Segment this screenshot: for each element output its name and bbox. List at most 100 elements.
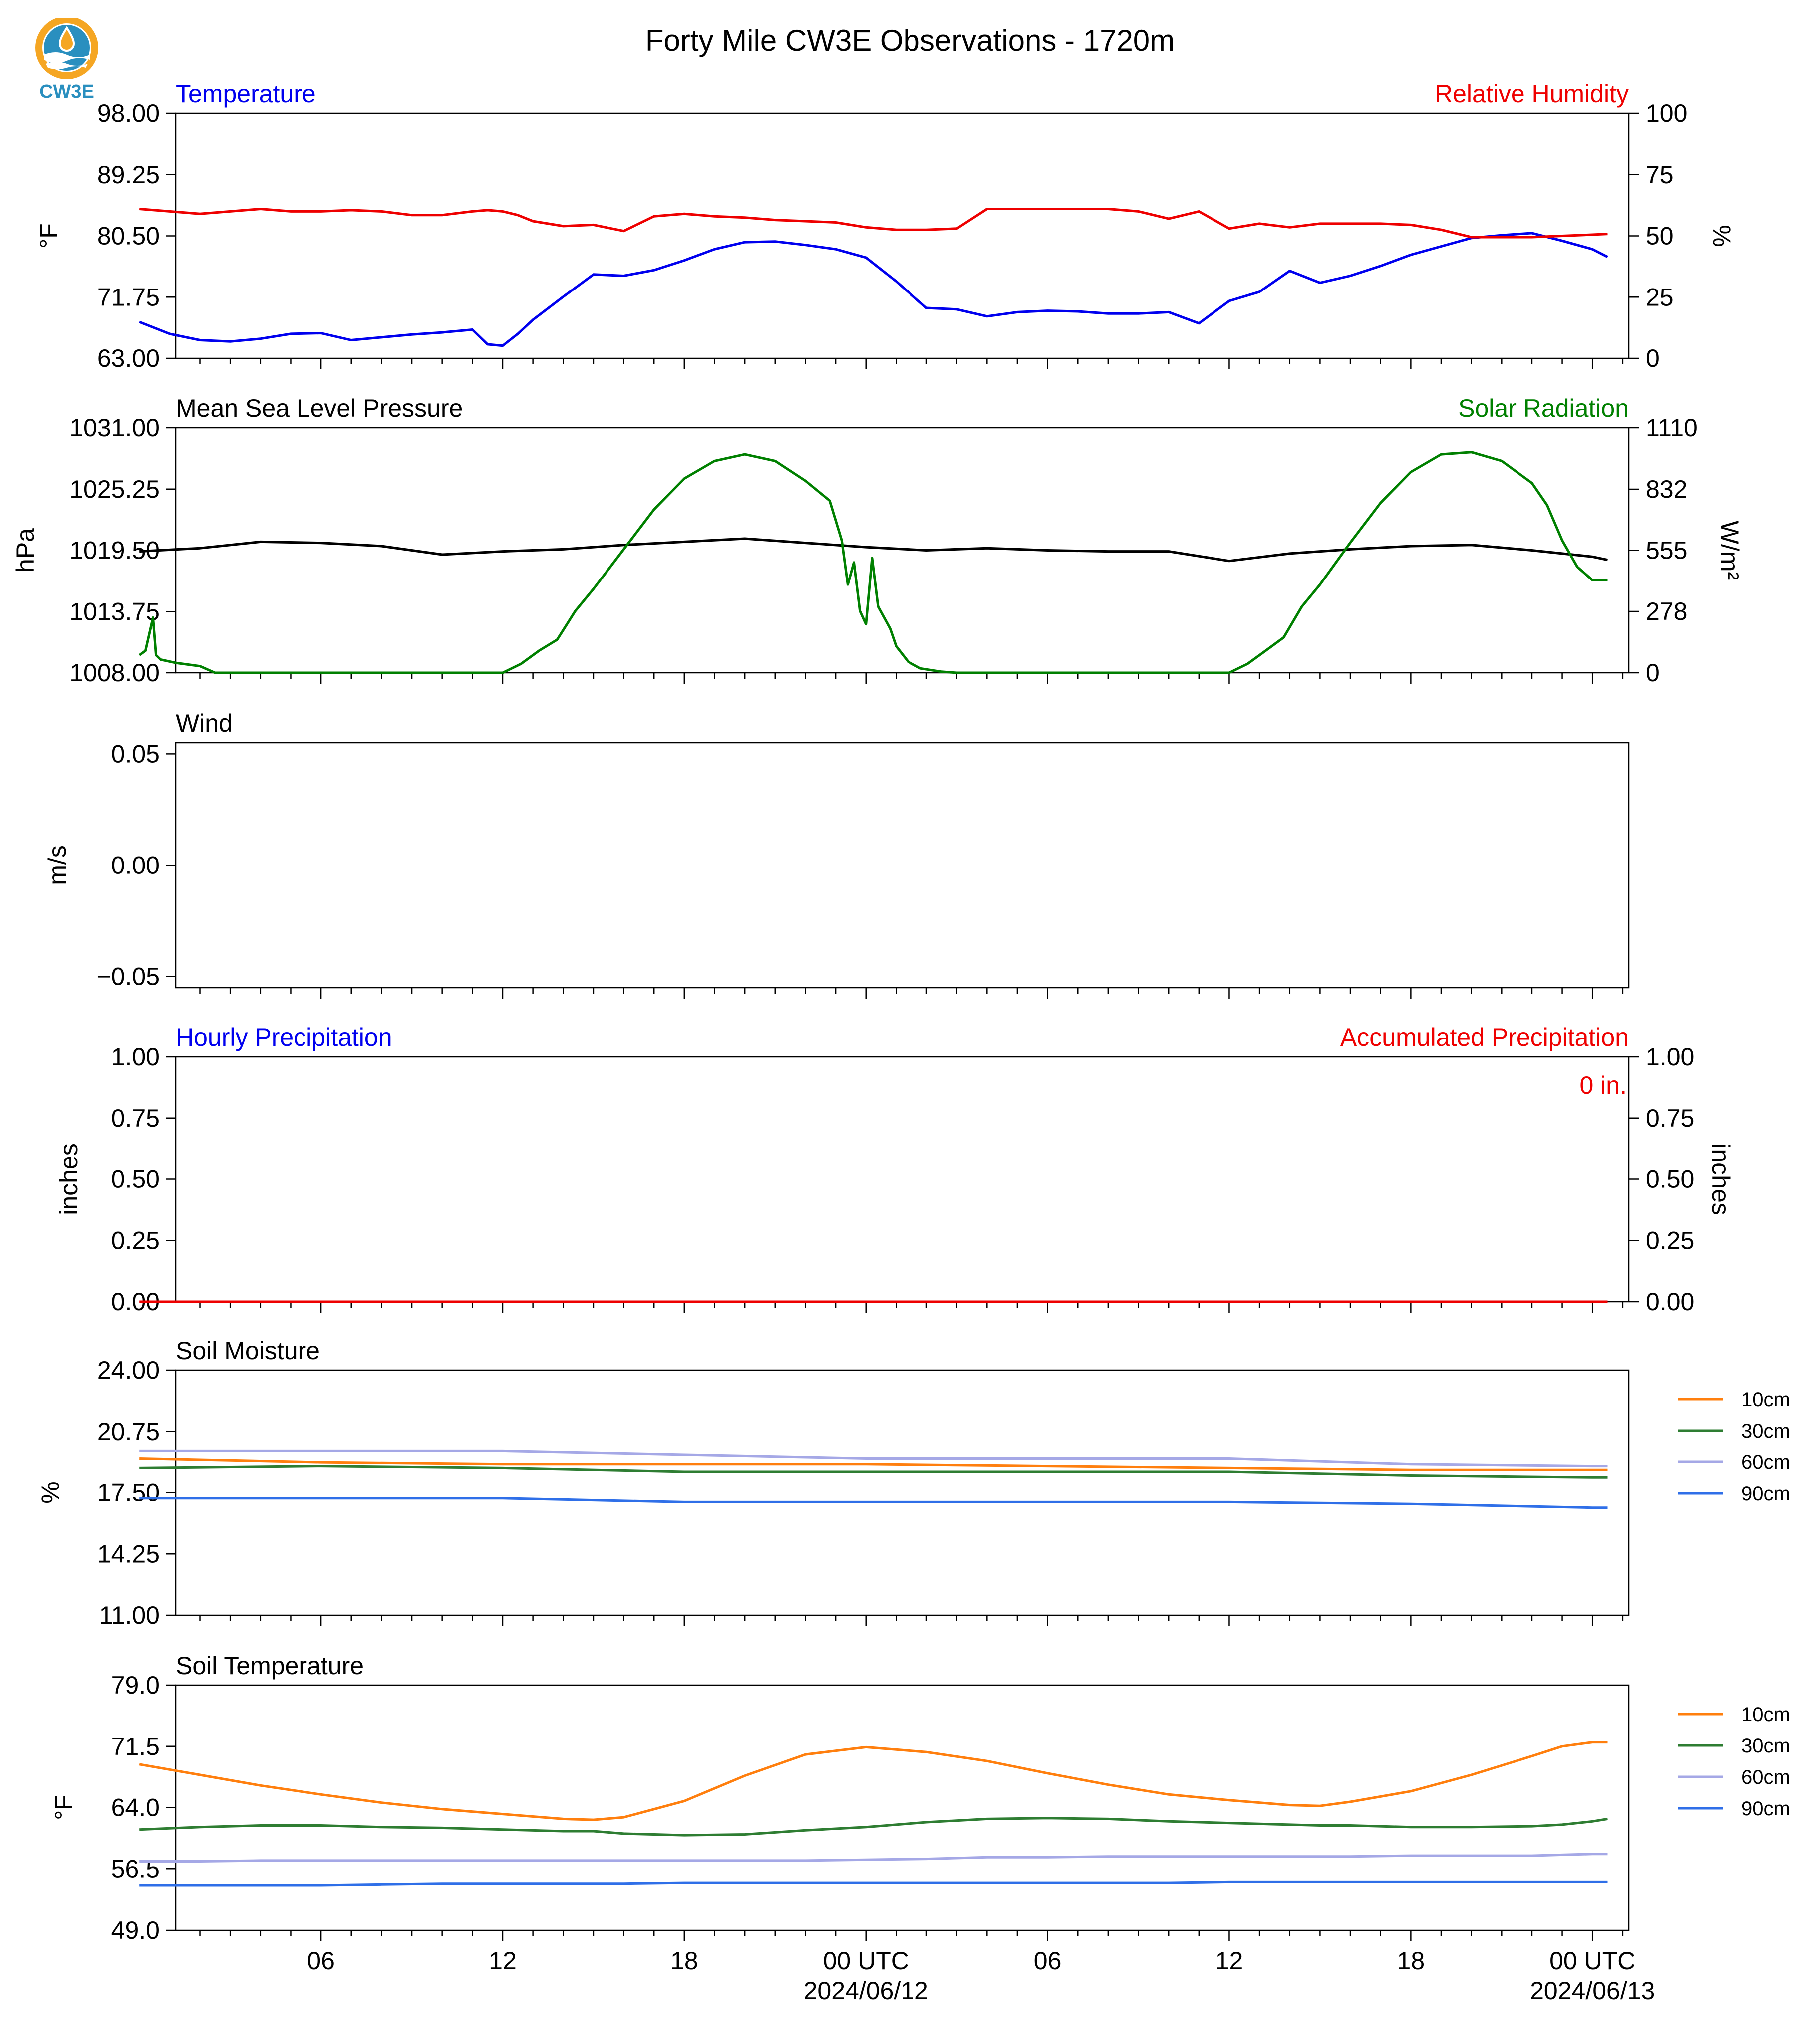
plot-frame [175,112,1630,359]
y-tick-label: 0.05 [111,740,160,768]
plot-frame [175,742,1630,989]
y-tick-label: 14.25 [97,1540,160,1568]
series-line-30cm [139,1465,1608,1479]
x-date-label: 2024/06/13 [1530,1977,1655,2005]
series-line-90cm [139,1497,1608,1509]
y-axis-label: °F [35,223,63,249]
y-tick-label: 1008.00 [69,659,160,687]
panel-title-left: Soil Temperature [176,1652,364,1680]
y-tick-label: 0.25 [111,1226,160,1254]
y-tick-label: 80.50 [97,222,160,250]
panel-hourly-precipitation: Hourly Precipitation Accumulated Precipit… [55,1023,1735,1316]
logo-text: CW3E [39,81,94,102]
plot-frame [175,1684,1630,1931]
legend-label-10cm: 10cm [1741,1389,1790,1411]
y-axis-label: inches [55,1143,83,1215]
y-right-tick-label: 1.00 [1646,1043,1694,1071]
series-line-mean-sea-level-pressure [139,537,1608,563]
panel-title-left: Hourly Precipitation [176,1023,392,1051]
y-tick-label: 63.00 [97,344,160,372]
y-axis-label: m/s [43,845,71,885]
series-line-10cm [139,1741,1608,1821]
y-right-tick-label: 0.50 [1646,1165,1694,1193]
y-tick-label: 1013.75 [69,597,160,625]
series-line-60cm [139,1853,1608,1863]
y-tick-label: 11.00 [99,1601,160,1629]
y-right-tick-label: 555 [1646,537,1687,565]
panel-title-left: Temperature [176,80,316,108]
y-tick-label: 64.0 [111,1794,160,1822]
y-right-tick-label: 100 [1646,99,1687,127]
plot-frame [175,427,1630,674]
y-tick-label: 98.00 [97,99,160,127]
panel-temperature: Temperature Relative Humidity 63.00 71.75 80… [35,80,1736,372]
y-axis-label: hPa [11,528,39,573]
y-tick-label: 56.5 [111,1855,160,1883]
legend-label-60cm: 60cm [1741,1451,1790,1473]
y-tick-label: 1.00 [111,1043,160,1071]
y-tick-label: 1025.25 [69,475,160,503]
y-tick-label: 71.75 [97,283,160,311]
x-tick-label: 18 [670,1947,698,1975]
legend-label-30cm: 30cm [1741,1735,1790,1757]
y-tick-label: −0.05 [96,963,160,991]
y-tick-label: 71.5 [111,1733,160,1760]
y-right-tick-label: 1110 [1646,414,1698,442]
series-line-10cm [139,1457,1608,1471]
y-tick-label: 89.25 [97,161,160,189]
y-axis-right-label: % [1708,225,1736,247]
legend-label-90cm: 90cm [1741,1798,1790,1820]
y-axis-label: % [36,1481,64,1503]
panel-title-left: Soil Moisture [176,1337,320,1365]
series-line-60cm [139,1449,1608,1468]
panel-soil-temperature: Soil Temperature 49.0 56.5 64.0 71.5 79.0 °F 10… [50,1652,1790,1944]
y-tick-label: 79.0 [111,1671,160,1699]
series-line-solar-radiation [138,451,1608,674]
logo-wave-2 [46,62,88,69]
logo-wave [44,52,90,63]
x-date-label: 2024/06/12 [804,1977,928,2005]
panel-title-right: Solar Radiation [1458,394,1629,422]
accumulated-precip-annotation: 0 in. [1579,1071,1627,1099]
y-tick-label: 0.50 [111,1165,160,1193]
x-tick-label: 06 [307,1947,335,1975]
y-tick-label: 20.75 [97,1418,160,1446]
plot-frame [175,1369,1630,1616]
logo-ring-orange [35,16,98,79]
y-tick-label: 49.0 [111,1916,160,1944]
legend: 10cm 30cm 60cm 90cm [1678,1389,1790,1505]
y-right-tick-label: 832 [1646,475,1687,503]
series-line-relative-humidity [139,208,1608,239]
y-tick-label: 0.00 [111,852,160,879]
panel-title-left: Wind [176,709,233,737]
y-axis-label: °F [50,1795,78,1820]
y-axis-right-label: inches [1707,1143,1735,1215]
legend: 10cm 30cm 60cm 90cm [1678,1704,1790,1820]
legend-label-10cm: 10cm [1741,1704,1790,1726]
panel-mean-sea-level-pressure: Mean Sea Level Pressure Solar Radiation 10… [11,394,1744,687]
legend-label-30cm: 30cm [1741,1420,1790,1442]
panel-title-right: Accumulated Precipitation [1340,1023,1629,1051]
panel-wind: Wind −0.05 0.00 0.05 m/s [43,709,1630,999]
y-right-tick-label: 0.75 [1646,1104,1694,1132]
y-right-tick-label: 75 [1646,161,1674,189]
panel-title-left: Mean Sea Level Pressure [176,394,463,422]
x-tick-label: 00 UTC [1549,1947,1635,1975]
series-line-30cm [139,1817,1608,1837]
y-right-tick-label: 0 [1646,659,1660,687]
y-right-tick-label: 50 [1646,222,1674,250]
legend-label-60cm: 60cm [1741,1766,1790,1788]
panel-soil-moisture: Soil Moisture 11.00 14.25 17.50 20.75 24.00% 1… [36,1337,1790,1629]
y-right-tick-label: 25 [1646,283,1674,311]
series-line-temperature [139,232,1608,347]
plot-frame [175,1056,1630,1303]
panels: Temperature Relative Humidity 63.00 71.75 80… [11,80,1790,1944]
y-tick-label: 0.75 [111,1104,160,1132]
y-right-tick-label: 0.00 [1646,1288,1694,1316]
x-tick-label: 18 [1397,1947,1425,1975]
y-right-tick-label: 0 [1646,344,1660,372]
y-right-tick-label: 278 [1646,597,1687,625]
droplet-icon [58,26,75,52]
